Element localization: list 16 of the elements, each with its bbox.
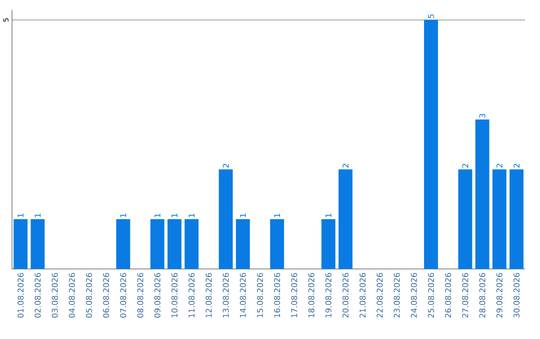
bar [14, 219, 28, 270]
bar [338, 169, 352, 270]
bar [475, 120, 490, 270]
bar [458, 169, 472, 270]
bar [184, 219, 199, 270]
bar [30, 219, 45, 270]
bar [150, 219, 164, 270]
bar [270, 219, 284, 270]
bar [424, 20, 438, 270]
bar [510, 169, 524, 270]
bar [492, 169, 506, 270]
bar [218, 169, 233, 270]
bar [236, 219, 250, 270]
bar [168, 219, 182, 270]
bar [321, 219, 336, 270]
bar [116, 219, 130, 270]
